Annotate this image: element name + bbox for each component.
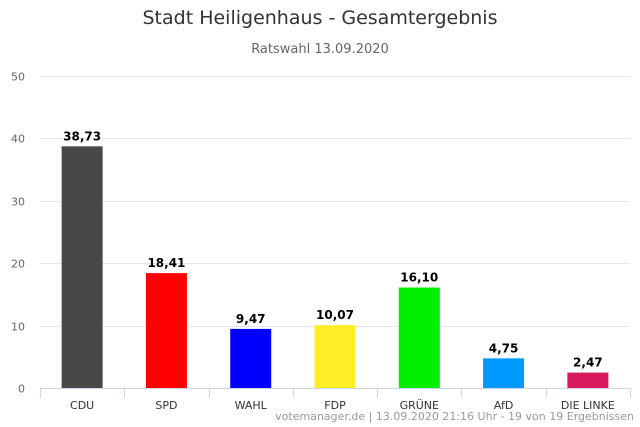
x-tick-label: AfD: [494, 399, 513, 412]
x-axis: CDU SPD WAHL FDP GRÜNE AfD DIE LINKE: [40, 388, 631, 412]
credits-text[interactable]: votemanager.de | 13.09.2020 21:16 Uhr - …: [275, 410, 634, 423]
data-label: 18,41: [147, 256, 185, 270]
chart-title: Stadt Heiligenhaus - Gesamtergebnis: [142, 7, 498, 29]
x-tick-label: FDP: [324, 399, 346, 412]
y-tick-label: 0: [18, 383, 25, 396]
x-tick-label: SPD: [155, 399, 177, 412]
x-tick-label: WAHL: [235, 399, 268, 412]
chart-subtitle: Ratswahl 13.09.2020: [251, 42, 389, 57]
data-label: 2,47: [573, 356, 603, 370]
data-label: 9,47: [236, 312, 266, 326]
x-tick-label: CDU: [70, 399, 94, 412]
bars: [61, 146, 609, 388]
bar-spd: [145, 273, 187, 388]
x-tick-label: DIE LINKE: [561, 399, 615, 412]
y-tick-label: 20: [11, 258, 25, 271]
bar-gr-ne: [398, 287, 440, 388]
bar-afd: [483, 358, 525, 388]
x-tick-label: GRÜNE: [400, 399, 439, 412]
data-labels: 38,73 18,41 9,47 10,07 16,10 4,75 2,47: [63, 129, 603, 369]
data-label: 4,75: [489, 341, 519, 355]
data-label: 38,73: [63, 129, 101, 143]
data-label: 16,10: [400, 271, 438, 285]
bar-cdu: [61, 146, 103, 388]
gridlines: 0 10 20 30 40 50: [11, 71, 630, 396]
data-label: 10,07: [316, 308, 354, 322]
y-tick-label: 40: [11, 133, 25, 146]
bar-wahl: [230, 328, 272, 388]
bar-die-linke: [567, 372, 609, 388]
y-tick-label: 10: [11, 321, 25, 334]
y-tick-label: 30: [11, 196, 25, 209]
y-tick-label: 50: [11, 71, 25, 84]
bar-fdp: [314, 325, 356, 388]
